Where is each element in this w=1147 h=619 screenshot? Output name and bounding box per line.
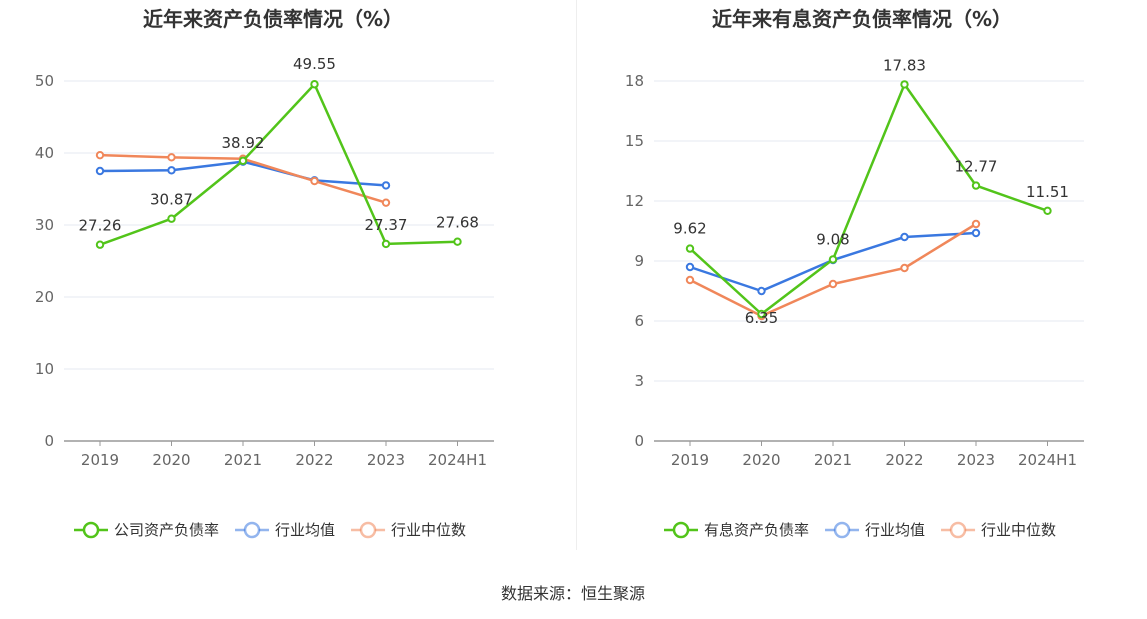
x-tick-label: 2020 <box>152 451 190 469</box>
data-point <box>453 237 462 246</box>
y-tick-label: 0 <box>634 432 644 450</box>
data-point <box>167 153 176 162</box>
y-tick-label: 0 <box>44 432 54 450</box>
y-tick-label: 12 <box>625 192 644 210</box>
data-point <box>381 239 391 249</box>
data-label: 9.62 <box>673 220 706 238</box>
data-point <box>971 228 981 238</box>
legend-label: 行业均值 <box>865 521 925 539</box>
x-tick-label: 2023 <box>367 451 405 469</box>
data-point <box>685 262 695 272</box>
series-1: 27.26 30.87 38.92 49.55 27.37 27.68 <box>79 55 479 249</box>
legend-marker <box>359 521 377 539</box>
legend-marker <box>833 521 851 539</box>
data-point <box>971 219 981 229</box>
y-tick-label: 6 <box>634 312 644 330</box>
legend-item[interactable]: 行业中位数 <box>941 521 1056 539</box>
y-tick-label: 10 <box>35 360 54 378</box>
x-tick-label: 2021 <box>814 451 852 469</box>
y-tick-label: 30 <box>35 216 54 234</box>
data-point <box>685 275 695 285</box>
y-tick-label: 9 <box>634 252 644 270</box>
legend-item[interactable]: 公司资产负债率 <box>74 521 219 539</box>
data-label: 30.87 <box>150 191 193 209</box>
data-label: 27.37 <box>365 216 408 234</box>
legend-label: 行业均值 <box>275 521 335 539</box>
data-point <box>95 240 105 249</box>
legend-item[interactable]: 有息资产负债率 <box>664 521 809 539</box>
y-tick-label: 15 <box>625 132 644 150</box>
data-point <box>971 181 981 190</box>
legend-item[interactable]: 行业中位数 <box>351 521 466 539</box>
data-point <box>757 309 766 319</box>
legend-marker <box>243 521 261 539</box>
data-label: 27.26 <box>79 217 122 235</box>
x-tick-label: 2019 <box>671 451 709 469</box>
x-tick-label: 2024H1 <box>1018 451 1077 469</box>
source-note: 数据来源：恒生聚源 <box>501 584 645 603</box>
x-tick-label: 2022 <box>885 451 923 469</box>
series-1: 9.62 6.35 9.08 17.83 12.77 11.51 <box>673 56 1069 327</box>
y-tick-label: 40 <box>35 144 54 162</box>
chart-title: 近年来资产负债率情况（%） <box>143 7 403 31</box>
series-line <box>689 83 1048 316</box>
data-point <box>310 176 319 186</box>
y-tick-label: 20 <box>35 288 54 306</box>
x-tick-label: 2019 <box>81 451 119 469</box>
data-label: 27.68 <box>436 214 479 232</box>
legend-marker <box>949 521 967 539</box>
data-point <box>381 198 391 207</box>
data-point <box>900 80 909 89</box>
legend-marker <box>82 521 100 539</box>
data-point <box>900 232 909 242</box>
legend-label: 有息资产负债率 <box>704 521 809 539</box>
data-point <box>167 166 176 175</box>
data-point <box>828 279 838 289</box>
data-point <box>167 214 176 223</box>
x-tick-label: 2020 <box>742 451 780 469</box>
legend-label: 行业中位数 <box>391 521 466 539</box>
x-tick-label: 2022 <box>295 451 333 469</box>
chart-title: 近年来有息资产负债率情况（%） <box>712 7 1012 31</box>
x-tick-label: 2021 <box>224 451 262 469</box>
data-point <box>381 181 391 190</box>
x-tick-label: 2023 <box>957 451 995 469</box>
legend-item[interactable]: 行业均值 <box>825 521 925 539</box>
legend-item[interactable]: 行业均值 <box>235 521 335 539</box>
data-point <box>828 255 838 264</box>
chart-2: 近年来有息资产负债率情况（%） 0 3 6 9 12 15 18 2019 2020 2021 202… <box>625 7 1084 539</box>
y-tick-label: 50 <box>35 72 54 90</box>
data-point <box>685 244 695 253</box>
data-label: 17.83 <box>883 56 926 74</box>
data-label: 6.35 <box>745 309 778 327</box>
data-point <box>1043 206 1052 216</box>
data-point <box>900 263 909 273</box>
data-point <box>95 150 105 160</box>
series-line <box>99 82 458 246</box>
data-point <box>757 286 766 296</box>
chart-1: 近年来资产负债率情况（%） 0 10 20 30 40 50 2019 2020 2021 2022… <box>35 7 494 539</box>
x-tick-label: 2024H1 <box>428 451 487 469</box>
legend-marker <box>672 521 690 539</box>
y-tick-label: 18 <box>625 72 644 90</box>
data-point <box>95 166 105 176</box>
data-point <box>238 156 248 165</box>
data-label: 11.51 <box>1026 183 1069 201</box>
data-label: 38.92 <box>222 134 265 152</box>
data-label: 9.08 <box>816 230 849 248</box>
legend-label: 公司资产负债率 <box>114 521 219 539</box>
y-tick-label: 3 <box>634 372 644 390</box>
data-label: 49.55 <box>293 55 336 73</box>
data-label: 12.77 <box>955 158 998 176</box>
legend-label: 行业中位数 <box>981 521 1056 539</box>
data-point <box>310 80 319 89</box>
